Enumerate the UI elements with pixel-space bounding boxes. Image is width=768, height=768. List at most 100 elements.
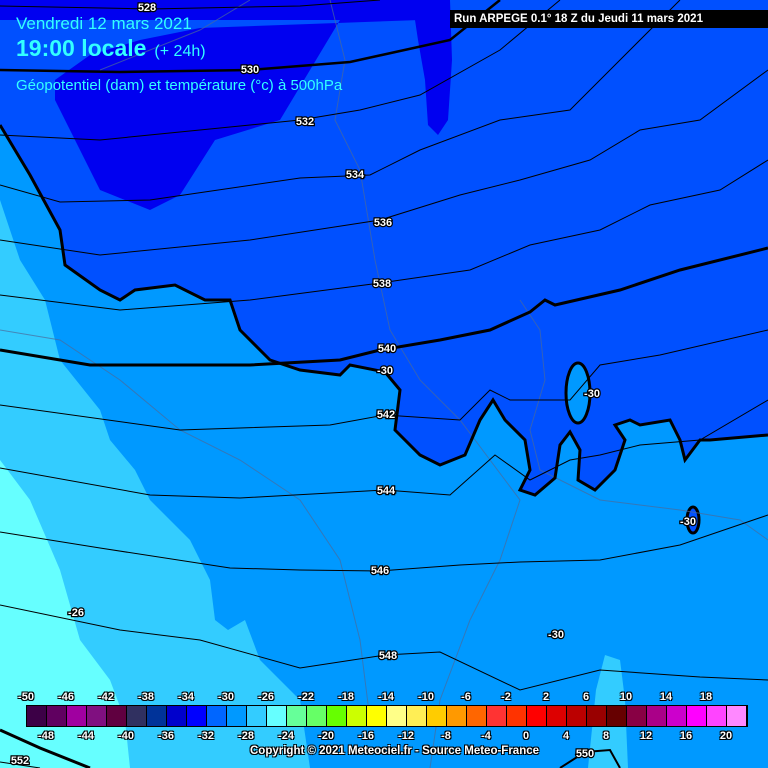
copyright: Copyright © 2021 Meteociel.fr - Source M…	[250, 745, 540, 757]
legend-value: 12	[639, 730, 653, 742]
geopotential-label: 550	[576, 748, 594, 760]
legend-swatch	[707, 706, 727, 726]
legend-swatch	[307, 706, 327, 726]
geopotential-contour	[0, 604, 768, 691]
legend-swatch	[147, 706, 167, 726]
legend-value: -46	[58, 691, 74, 703]
legend-swatch	[627, 706, 647, 726]
legend-value: -18	[338, 691, 354, 703]
geopotential-contour	[0, 159, 768, 311]
legend-swatch	[227, 706, 247, 726]
legend-swatch	[687, 706, 707, 726]
legend-value: -16	[358, 730, 374, 742]
legend-value: -36	[158, 730, 174, 742]
legend-value: -38	[138, 691, 154, 703]
legend-value: 0	[522, 730, 530, 742]
geopotential-label: 532	[296, 116, 314, 128]
geopotential-label: 540	[378, 343, 396, 355]
legend-swatch	[267, 706, 287, 726]
legend-value: -4	[481, 730, 491, 742]
legend-swatch	[447, 706, 467, 726]
legend-value: 2	[542, 691, 550, 703]
legend-swatch	[607, 706, 627, 726]
country-border	[99, 0, 251, 71]
legend-swatch	[27, 706, 47, 726]
geopotential-contour	[0, 0, 561, 141]
legend-value: -20	[318, 730, 334, 742]
legend-value: -40	[118, 730, 134, 742]
legend-swatch	[107, 706, 127, 726]
lead-time: (+ 24h)	[154, 43, 206, 60]
geopotential-label: 530	[241, 64, 259, 76]
zone-minus-34-lake	[412, 0, 452, 135]
legend-value: -24	[278, 730, 294, 742]
legend-swatch	[547, 706, 567, 726]
legend-value: 6	[582, 691, 590, 703]
legend-value: -8	[441, 730, 451, 742]
country-border	[519, 299, 768, 541]
legend-value: 10	[619, 691, 633, 703]
legend-swatch	[87, 706, 107, 726]
temperature-label: -30	[377, 365, 393, 377]
legend-value: 16	[679, 730, 693, 742]
geopotential-label: 542	[377, 409, 395, 421]
isotherm-cell	[685, 505, 701, 535]
legend-swatch	[407, 706, 427, 726]
legend-value: -42	[98, 691, 114, 703]
geopotential-contour	[559, 748, 621, 768]
legend-swatch	[507, 706, 527, 726]
legend-swatch	[127, 706, 147, 726]
legend-value: -26	[258, 691, 274, 703]
zone-minus-34	[0, 0, 440, 210]
legend-swatch	[327, 706, 347, 726]
geopotential-label: 534	[346, 169, 365, 181]
geopotential-contour	[0, 246, 768, 367]
legend-value: -14	[378, 691, 394, 703]
temperature-label: -30	[680, 516, 696, 528]
legend-swatch	[527, 706, 547, 726]
legend-swatch	[667, 706, 687, 726]
legend-swatch	[387, 706, 407, 726]
forecast-time: 19:00 locale (+ 24h)	[16, 35, 206, 65]
legend-value: -34	[178, 691, 194, 703]
geopotential-contour	[0, 0, 501, 74]
legend-value: -50	[18, 691, 34, 703]
geopotential-contour	[0, 0, 681, 203]
geopotential-contour	[0, 399, 768, 499]
country-border	[329, 0, 521, 768]
geopotential-label: 548	[379, 650, 397, 662]
legend-swatch	[247, 706, 267, 726]
legend-swatch	[587, 706, 607, 726]
temperature-label: -26	[68, 607, 84, 619]
legend-value: -28	[238, 730, 254, 742]
legend-swatch	[207, 706, 227, 726]
legend-swatch	[187, 706, 207, 726]
geopotential-label: 538	[373, 278, 391, 290]
legend-swatch	[567, 706, 587, 726]
isotherm-line	[0, 124, 768, 497]
legend-swatch	[647, 706, 667, 726]
legend-swatch	[467, 706, 487, 726]
geopotential-label: 552	[11, 755, 29, 767]
color-scale-legend	[26, 705, 748, 727]
legend-swatch	[287, 706, 307, 726]
isotherm-line	[0, 728, 91, 768]
legend-value: 20	[719, 730, 733, 742]
run-info: Run ARPEGE 0.1° 18 Z du Jeudi 11 mars 20…	[450, 10, 768, 28]
legend-value: -10	[418, 691, 434, 703]
legend-swatch	[47, 706, 67, 726]
legend-value: -48	[38, 730, 54, 742]
geopotential-label: 528	[138, 2, 156, 14]
geopotential-contour	[0, 761, 41, 768]
legend-value: -2	[501, 691, 511, 703]
legend-swatch	[427, 706, 447, 726]
legend-value: -32	[198, 730, 214, 742]
zone-minus-28	[0, 200, 310, 768]
isotherm-cell	[564, 361, 592, 425]
forecast-time-label: 19:00 locale	[16, 35, 147, 61]
geopotential-contour	[0, 514, 768, 572]
geopotential-label: 546	[371, 565, 389, 577]
legend-swatch	[367, 706, 387, 726]
